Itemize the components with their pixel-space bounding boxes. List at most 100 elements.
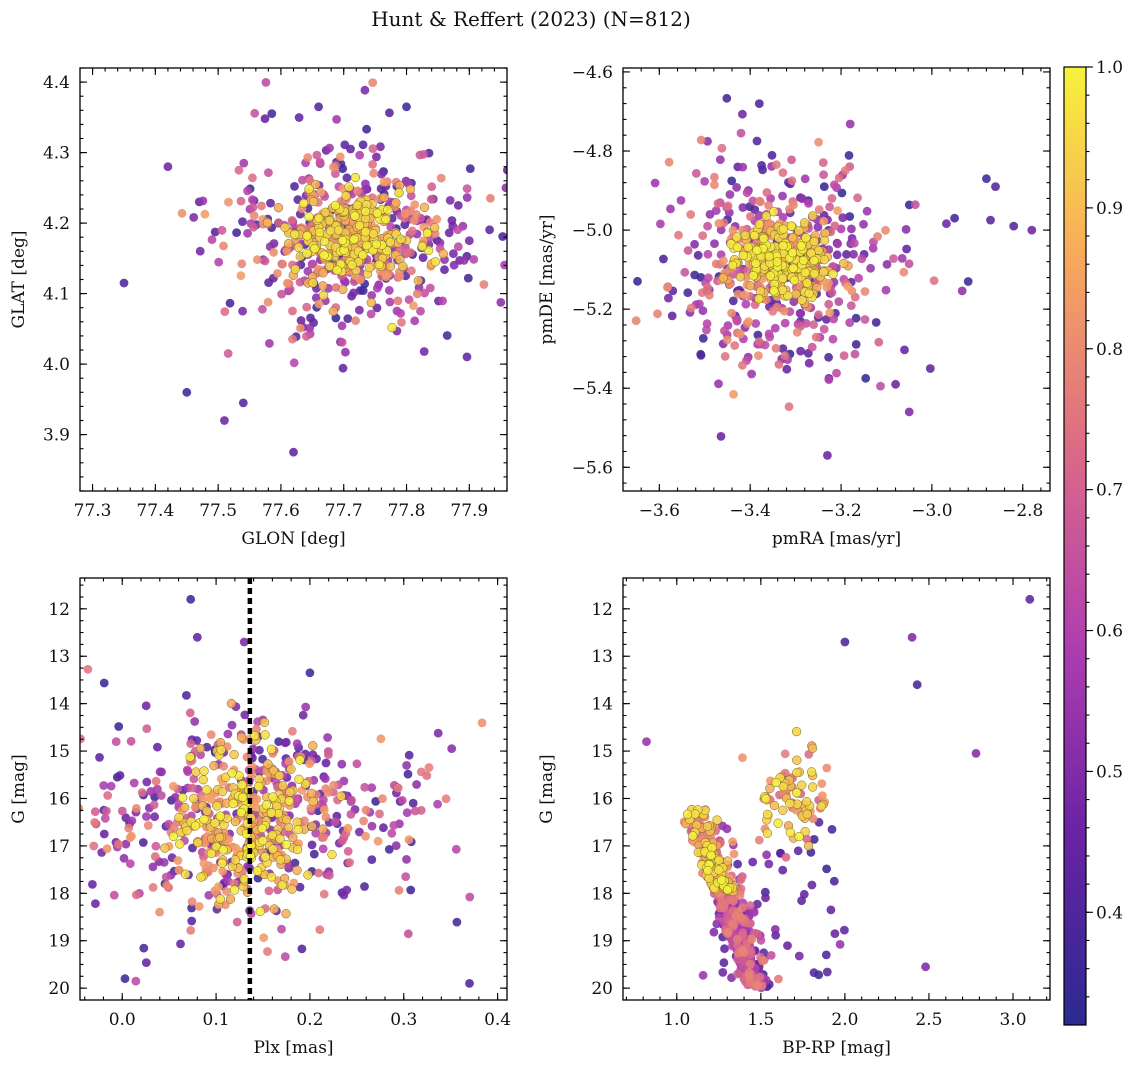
data-point — [30, 890, 39, 899]
data-point — [765, 271, 776, 281]
data-point — [281, 839, 291, 850]
data-point — [402, 808, 412, 818]
data-point — [288, 306, 297, 316]
data-point — [808, 211, 818, 221]
data-point — [180, 869, 191, 879]
data-point — [780, 318, 790, 328]
data-point — [807, 782, 818, 792]
data-point — [696, 351, 706, 360]
data-point — [264, 886, 274, 896]
data-point — [309, 849, 319, 859]
data-point — [83, 664, 93, 674]
data-point — [185, 708, 195, 718]
x-tick-label: 77.4 — [136, 501, 174, 521]
data-point — [696, 135, 706, 145]
data-point — [752, 136, 762, 146]
data-point — [371, 797, 381, 806]
data-point — [209, 761, 219, 771]
data-point — [453, 201, 463, 210]
data-point — [261, 78, 271, 87]
data-point — [343, 314, 353, 323]
data-point — [218, 866, 228, 876]
data-point — [733, 859, 742, 869]
data-point — [762, 809, 773, 820]
data-point — [142, 777, 152, 787]
data-point — [239, 637, 249, 647]
data-point — [702, 325, 711, 335]
panel-parallax-magnitude: 0.0 0.1 0.2 0.3 0.4 12 13 14 15 16 17 18 19 20 Plx [ma… — [9, 577, 511, 1058]
data-point — [793, 846, 803, 856]
data-point — [323, 733, 332, 742]
data-point — [416, 767, 426, 777]
y-tick-label: 19 — [591, 932, 613, 952]
data-point — [819, 267, 829, 277]
data-point — [99, 781, 109, 790]
data-point — [396, 309, 405, 318]
data-point — [401, 872, 411, 881]
data-point — [263, 297, 273, 307]
data-point — [419, 202, 430, 213]
data-point — [308, 259, 318, 269]
data-point — [772, 302, 782, 312]
data-point — [402, 761, 411, 770]
data-point — [784, 402, 794, 412]
data-point — [824, 375, 834, 384]
data-point — [359, 816, 368, 826]
data-point — [447, 744, 457, 753]
data-point — [287, 884, 297, 894]
data-point — [319, 889, 329, 899]
y-tick-label: 4.2 — [43, 214, 70, 234]
data-point — [349, 288, 358, 298]
data-point — [200, 209, 210, 219]
data-point — [761, 211, 772, 221]
data-point — [912, 680, 922, 690]
data-point — [214, 832, 225, 843]
data-point — [510, 267, 519, 276]
data-point — [212, 801, 222, 811]
data-point — [746, 946, 756, 956]
data-point — [308, 796, 318, 807]
data-point — [230, 855, 241, 865]
y-tick-label: 20 — [48, 979, 70, 999]
data-point — [378, 794, 387, 803]
data-point — [714, 855, 724, 865]
data-point — [369, 168, 379, 178]
data-point — [260, 730, 270, 740]
data-point — [285, 787, 295, 797]
x-tick-label: −3.4 — [730, 501, 771, 521]
data-point — [714, 865, 724, 875]
data-point — [822, 967, 832, 977]
data-point — [327, 849, 337, 860]
data-point — [729, 896, 738, 906]
data-point — [486, 193, 495, 203]
data-point — [394, 885, 404, 895]
data-point — [176, 939, 185, 949]
data-point — [346, 810, 356, 819]
data-point — [755, 972, 765, 982]
data-point — [430, 257, 440, 267]
data-point — [148, 883, 158, 892]
data-point — [754, 351, 763, 360]
data-point — [713, 199, 723, 208]
data-point — [367, 291, 377, 300]
data-point — [829, 876, 839, 886]
data-point — [703, 865, 713, 876]
data-point — [413, 276, 423, 286]
data-point — [80, 803, 84, 813]
data-point — [754, 99, 764, 108]
data-point — [416, 306, 425, 316]
data-point — [676, 196, 686, 205]
data-point — [284, 757, 294, 766]
data-point — [801, 796, 812, 807]
data-point — [243, 186, 252, 196]
data-point — [766, 951, 776, 960]
y-tick-label: −4.8 — [572, 142, 613, 162]
data-point — [786, 221, 797, 231]
data-point — [329, 162, 338, 172]
data-point — [432, 214, 442, 224]
y-tick-label: 18 — [591, 884, 613, 904]
data-point — [336, 791, 346, 801]
data-point — [384, 286, 394, 295]
data-point — [215, 811, 225, 821]
x-tick-label: 0.0 — [109, 1010, 136, 1030]
